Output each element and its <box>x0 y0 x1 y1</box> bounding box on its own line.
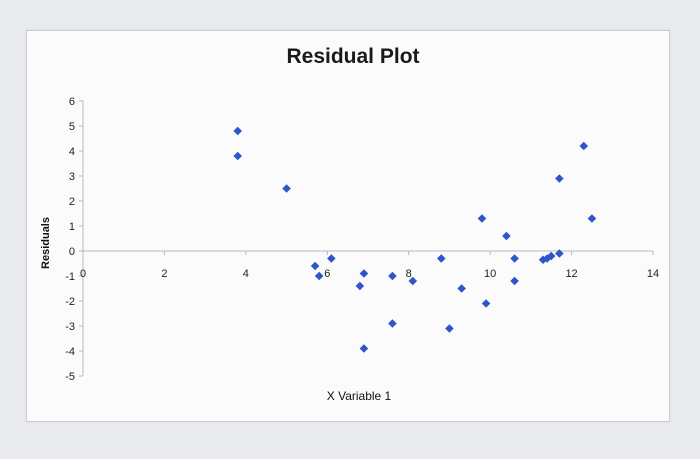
y-tick-label: -2 <box>65 296 75 308</box>
data-point <box>555 174 564 183</box>
data-point <box>457 284 466 293</box>
data-point <box>436 254 446 263</box>
data-point <box>282 184 291 193</box>
y-tick-label: 4 <box>69 146 75 158</box>
x-tick-label: 14 <box>647 268 659 280</box>
data-point <box>587 214 597 223</box>
y-tick-label: -5 <box>65 371 75 383</box>
data-point <box>510 276 519 286</box>
x-tick-label: 12 <box>565 268 577 280</box>
x-tick-label: 4 <box>243 268 249 280</box>
y-tick-label: -3 <box>65 321 75 333</box>
y-tick-label: 1 <box>69 221 75 233</box>
y-tick-label: 6 <box>69 96 75 108</box>
data-point <box>445 324 454 333</box>
x-tick-label: 8 <box>406 268 412 280</box>
data-point <box>481 299 491 308</box>
y-tick-label: 5 <box>69 121 75 133</box>
axes-layer <box>79 100 654 377</box>
data-point <box>477 214 487 223</box>
data-point <box>388 319 397 328</box>
x-tick-label: 10 <box>484 268 496 280</box>
data-point <box>355 281 365 291</box>
data-point <box>538 255 548 265</box>
data-point <box>546 251 556 261</box>
y-tick-label: -1 <box>65 271 75 283</box>
data-point <box>359 269 369 278</box>
y-tick-label: 2 <box>69 196 75 208</box>
data-point <box>314 271 324 281</box>
data-point <box>233 126 243 136</box>
data-point <box>510 254 519 263</box>
x-tick-label: 0 <box>80 268 86 280</box>
data-point <box>233 151 243 161</box>
data-point <box>310 261 320 271</box>
data-point <box>579 141 589 151</box>
y-axis-label: Residuals <box>40 217 52 269</box>
x-axis-label: X Variable 1 <box>327 389 392 403</box>
y-tick-label: 0 <box>69 246 75 258</box>
data-point <box>502 231 511 241</box>
chart-title: Residual Plot <box>286 45 419 68</box>
residual-plot-svg: Residual Plot Residuals X Variable 1 -5 -… <box>40 45 659 403</box>
data-point <box>359 344 369 353</box>
y-tick-label: -4 <box>65 346 75 358</box>
data-point <box>388 271 397 281</box>
y-tick-label: 3 <box>69 171 75 183</box>
x-tick-label: 2 <box>161 268 167 280</box>
data-point <box>555 249 564 258</box>
data-point <box>327 254 336 263</box>
data-points <box>233 126 597 353</box>
data-point <box>408 276 418 286</box>
x-tick-label: 6 <box>324 268 330 280</box>
chart-frame: Residual Plot Residuals X Variable 1 -5 -… <box>26 30 670 422</box>
